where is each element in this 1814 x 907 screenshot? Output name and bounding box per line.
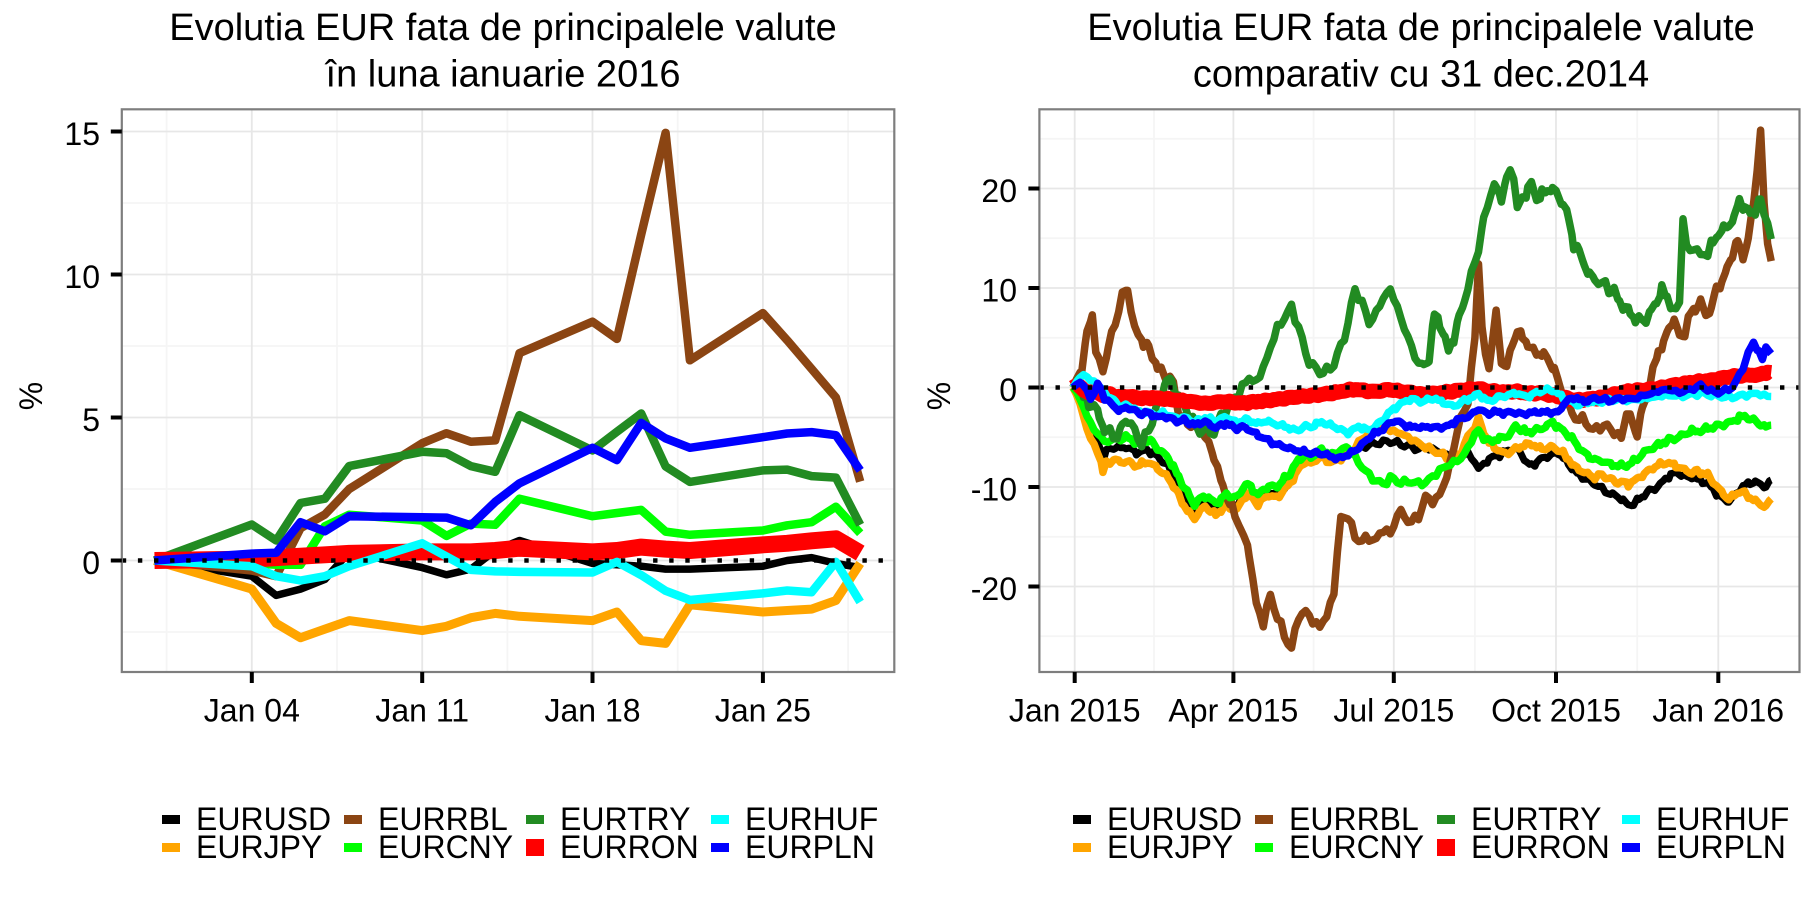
svg-text:5: 5 — [82, 402, 100, 438]
svg-text:în luna ianuarie 2016: în luna ianuarie 2016 — [325, 54, 681, 96]
svg-text:EURRON: EURRON — [1471, 829, 1610, 865]
svg-text:%: % — [921, 382, 957, 410]
svg-text:Jan 2015: Jan 2015 — [1009, 693, 1141, 729]
svg-text:EURRBL: EURRBL — [378, 801, 508, 837]
svg-text:EURRBL: EURRBL — [1289, 801, 1419, 837]
svg-text:20: 20 — [981, 173, 1017, 209]
svg-text:EURPLN: EURPLN — [1656, 829, 1786, 865]
svg-text:EURHUF: EURHUF — [745, 801, 878, 837]
svg-text:EURCNY: EURCNY — [378, 829, 513, 865]
svg-text:EURPLN: EURPLN — [745, 829, 875, 865]
svg-text:%: % — [13, 382, 49, 410]
svg-text:10: 10 — [981, 273, 1017, 309]
svg-text:Jul 2015: Jul 2015 — [1333, 693, 1454, 729]
svg-text:Evolutia EUR fata de principal: Evolutia EUR fata de principalele valute — [169, 7, 837, 49]
svg-text:EURTRY: EURTRY — [560, 801, 690, 837]
svg-text:Jan 18: Jan 18 — [545, 693, 641, 729]
svg-text:Evolutia EUR fata de principal: Evolutia EUR fata de principalele valute — [1087, 7, 1755, 49]
svg-text:Oct 2015: Oct 2015 — [1491, 693, 1621, 729]
svg-text:EURHUF: EURHUF — [1656, 801, 1789, 837]
svg-text:Apr 2015: Apr 2015 — [1168, 693, 1298, 729]
svg-text:EURJPY: EURJPY — [1107, 829, 1233, 865]
svg-text:10: 10 — [64, 259, 100, 295]
svg-text:EURUSD: EURUSD — [196, 801, 331, 837]
svg-text:EURCNY: EURCNY — [1289, 829, 1424, 865]
svg-text:EURJPY: EURJPY — [196, 829, 322, 865]
svg-text:-20: -20 — [971, 571, 1017, 607]
svg-text:0: 0 — [999, 372, 1017, 408]
svg-text:EURTRY: EURTRY — [1471, 801, 1601, 837]
svg-text:EURRON: EURRON — [560, 829, 699, 865]
svg-text:Jan 04: Jan 04 — [204, 693, 300, 729]
svg-text:Jan 25: Jan 25 — [715, 693, 811, 729]
svg-text:EURUSD: EURUSD — [1107, 801, 1242, 837]
svg-text:comparativ cu 31 dec.2014: comparativ cu 31 dec.2014 — [1193, 54, 1649, 96]
svg-text:Jan 11: Jan 11 — [375, 693, 469, 729]
svg-text:-10: -10 — [971, 472, 1017, 508]
svg-text:Jan 2016: Jan 2016 — [1652, 693, 1784, 729]
svg-text:15: 15 — [64, 116, 100, 152]
svg-text:0: 0 — [82, 545, 100, 581]
